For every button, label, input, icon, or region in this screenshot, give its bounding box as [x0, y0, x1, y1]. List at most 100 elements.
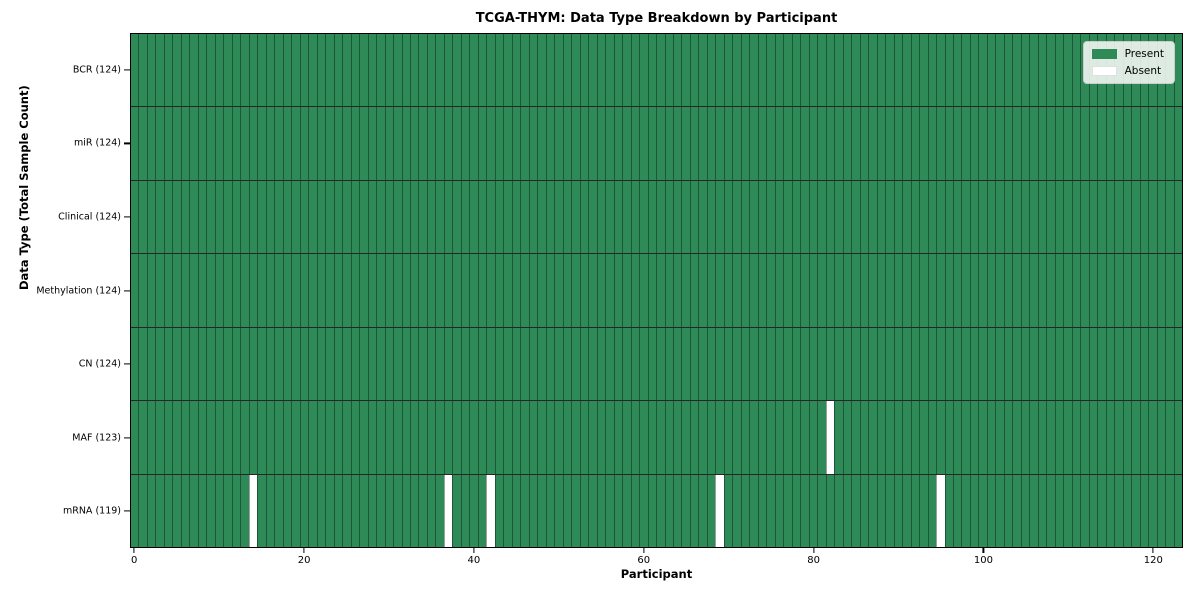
cell-present — [1173, 254, 1183, 327]
cell-present — [622, 254, 631, 327]
xtick-label-80: 80 — [807, 555, 820, 566]
cell-present — [800, 327, 809, 401]
cell-present — [622, 34, 631, 107]
cell-present — [528, 107, 538, 180]
cell-present — [1020, 254, 1030, 327]
cell-present — [588, 34, 597, 107]
cell-absent — [715, 474, 724, 547]
cell-present — [571, 327, 580, 401]
cell-present — [146, 401, 156, 474]
cell-present — [1088, 474, 1098, 547]
cell-present — [723, 401, 733, 474]
cell-present — [1105, 254, 1115, 327]
cell-present — [231, 327, 241, 401]
cell-present — [1105, 327, 1115, 401]
cell-present — [664, 107, 673, 180]
cell-present — [952, 327, 962, 401]
cell-present — [554, 34, 563, 107]
cell-absent — [443, 474, 453, 547]
cell-present — [138, 474, 147, 547]
cell-present — [376, 254, 385, 327]
cell-present — [673, 401, 682, 474]
cell-present — [774, 254, 784, 327]
cell-present — [554, 254, 563, 327]
cell-present — [257, 107, 266, 180]
cell-present — [808, 107, 818, 180]
cell-present — [961, 254, 970, 327]
cell-present — [1012, 254, 1021, 327]
cell-present — [1088, 401, 1098, 474]
cell-present — [146, 107, 156, 180]
cell-present — [1037, 254, 1047, 327]
cell-present — [486, 180, 495, 254]
cell-present — [282, 474, 292, 547]
cell-present — [1097, 107, 1106, 180]
cell-present — [1029, 327, 1038, 401]
cell-present — [401, 180, 410, 254]
cell-present — [596, 34, 606, 107]
cell-present — [180, 107, 190, 180]
cell-present — [418, 474, 427, 547]
cell-present — [418, 107, 427, 180]
cell-present — [834, 34, 843, 107]
cell-present — [673, 180, 682, 254]
cell-present — [325, 254, 334, 327]
cell-present — [1114, 327, 1123, 401]
xtick-label-40: 40 — [467, 555, 481, 566]
cell-present — [477, 34, 487, 107]
cell-present — [562, 34, 572, 107]
cell-present — [579, 401, 589, 474]
cell-present — [944, 401, 953, 474]
cell-present — [240, 107, 249, 180]
cell-present — [138, 254, 147, 327]
cell-present — [995, 180, 1004, 254]
cell-present — [1122, 327, 1132, 401]
cell-present — [1003, 34, 1013, 107]
cell-present — [1139, 327, 1149, 401]
cell-present — [571, 180, 580, 254]
cell-present — [808, 474, 818, 547]
cell-present — [511, 474, 521, 547]
cell-present — [995, 254, 1004, 327]
cell-present — [1054, 254, 1064, 327]
cell-present — [1071, 254, 1081, 327]
cell-present — [1080, 327, 1089, 401]
cell-present — [774, 34, 784, 107]
cell-present — [630, 180, 640, 254]
cell-present — [774, 180, 784, 254]
cell-present — [1063, 327, 1072, 401]
cell-present — [605, 474, 614, 547]
cell-present — [1054, 401, 1064, 474]
cell-present — [299, 34, 309, 107]
cell-present — [155, 34, 164, 107]
cell-present — [1080, 107, 1089, 180]
cell-present — [426, 401, 436, 474]
cell-present — [274, 254, 283, 327]
cell-present — [1046, 327, 1055, 401]
cell-present — [1139, 254, 1149, 327]
cell-present — [1063, 474, 1072, 547]
ytick-label-CN: CN (124) — [78, 358, 121, 370]
cell-present — [308, 474, 317, 547]
cell-present — [350, 401, 360, 474]
cell-present — [1097, 327, 1106, 401]
cell-present — [1063, 180, 1072, 254]
cell-present — [647, 254, 657, 327]
cell-present — [919, 34, 928, 107]
cell-present — [1029, 180, 1038, 254]
cell-present — [469, 474, 478, 547]
cell-present — [477, 327, 487, 401]
cell-present — [859, 254, 869, 327]
cell-present — [579, 107, 589, 180]
cell-present — [554, 327, 563, 401]
cell-present — [740, 180, 750, 254]
cell-present — [131, 107, 139, 180]
cell-present — [902, 107, 911, 180]
cell-present — [817, 474, 826, 547]
cell-present — [248, 34, 258, 107]
cell-present — [554, 180, 563, 254]
cell-present — [189, 34, 198, 107]
cell-present — [1148, 254, 1157, 327]
cell-present — [834, 107, 843, 180]
cell-present — [698, 327, 707, 401]
